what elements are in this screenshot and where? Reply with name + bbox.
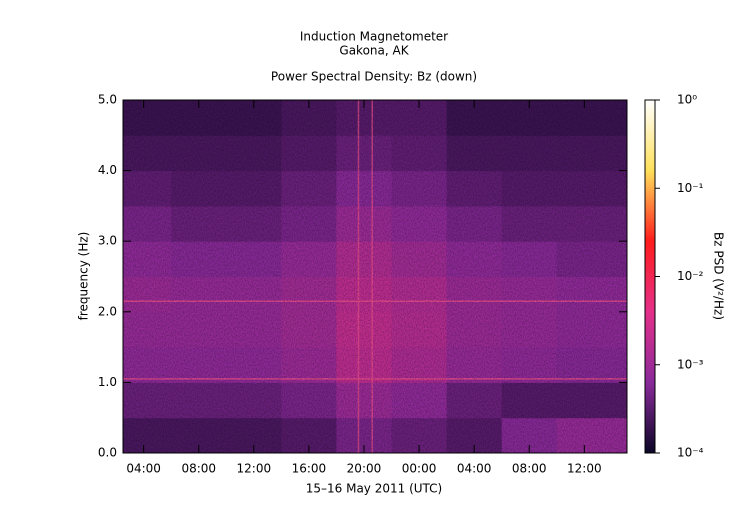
x-tick-label: 08:00 xyxy=(512,462,547,476)
y-tick-label: 5.0 xyxy=(98,93,117,107)
colorbar-tick-label: 10⁻¹ xyxy=(677,181,704,195)
y-tick-label: 3.0 xyxy=(98,234,117,248)
y-tick-label: 4.0 xyxy=(98,163,117,177)
plot-frame xyxy=(122,99,628,454)
x-tick-label: 12:00 xyxy=(237,462,272,476)
colorbar xyxy=(644,99,656,454)
colorbar-tick-label: 10⁻³ xyxy=(677,357,704,371)
colorbar-label: Bz PSD (V²/Hz) xyxy=(712,232,726,320)
x-tick-label: 00:00 xyxy=(402,462,437,476)
x-tick-label: 04:00 xyxy=(126,462,161,476)
y-tick-label: 0.0 xyxy=(98,446,117,460)
x-tick-label: 08:00 xyxy=(181,462,216,476)
x-tick-label: 12:00 xyxy=(567,462,602,476)
x-tick-label: 16:00 xyxy=(292,462,327,476)
plot-title: Power Spectral Density: Bz (down) xyxy=(271,70,477,84)
y-tick-label: 1.0 xyxy=(98,375,117,389)
colorbar-tick-label: 10⁻⁴ xyxy=(677,446,704,460)
chart-subtitle: Gakona, AK xyxy=(339,44,409,58)
chart-title: Induction Magnetometer xyxy=(300,30,448,44)
y-tick-label: 2.0 xyxy=(98,304,117,318)
y-axis-label: frequency (Hz) xyxy=(77,232,91,321)
colorbar-tick-label: 10⁻² xyxy=(677,269,704,283)
colorbar-tick-label: 10⁰ xyxy=(677,93,697,107)
noise-texture xyxy=(123,100,627,453)
x-axis-label: 15–16 May 2011 (UTC) xyxy=(306,482,442,496)
x-tick-label: 04:00 xyxy=(457,462,492,476)
x-tick-label: 20:00 xyxy=(347,462,382,476)
